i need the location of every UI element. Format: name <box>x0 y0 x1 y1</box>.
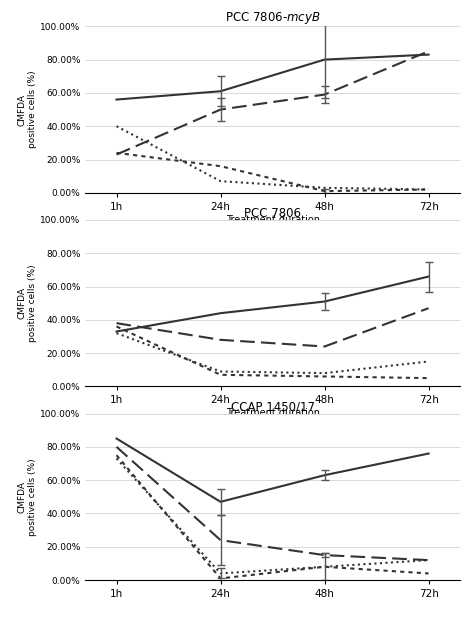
Y-axis label: CMFDA
positive cells (%): CMFDA positive cells (%) <box>18 265 37 342</box>
Title: PCC 7806-$\it{mcyB}$: PCC 7806-$\it{mcyB}$ <box>225 11 320 27</box>
Y-axis label: CMFDA
positive cells (%): CMFDA positive cells (%) <box>18 70 37 148</box>
Legend: 0 μM, 50 μM, 275 μM, 500 μM: 0 μM, 50 μM, 275 μM, 500 μM <box>157 234 388 250</box>
Legend: 0 μM, 50 μM, 275 μM, 500 μM: 0 μM, 50 μM, 275 μM, 500 μM <box>157 428 388 444</box>
Y-axis label: CMFDA
positive cells (%): CMFDA positive cells (%) <box>18 458 37 536</box>
Title: CCAP 1450/17: CCAP 1450/17 <box>230 400 315 413</box>
Title: PCC 7806: PCC 7806 <box>244 207 301 220</box>
X-axis label: Treatment duration: Treatment duration <box>226 408 319 418</box>
X-axis label: Treatment duration: Treatment duration <box>226 214 319 224</box>
